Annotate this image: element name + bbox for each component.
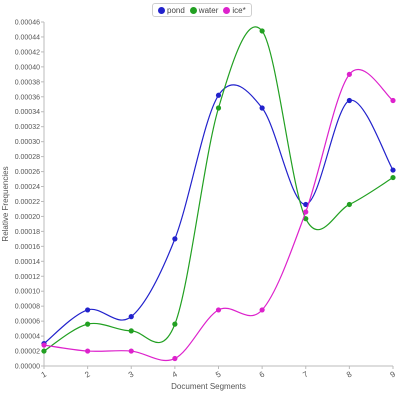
x-tick-label: 2 [83, 369, 92, 379]
y-tick-label: 0.00028 [15, 154, 40, 161]
y-tick-label: 0.00016 [15, 244, 40, 251]
y-tick-label: 0.00024 [15, 184, 40, 191]
y-tick-label: 0.00034 [15, 109, 40, 116]
y-tick-label: 0.00000 [15, 364, 40, 371]
x-tick-label: 9 [389, 369, 398, 379]
data-point-pond [172, 236, 178, 242]
data-point-pond [303, 201, 309, 208]
legend-item-pond[interactable]: pond [158, 6, 185, 15]
data-point-water [172, 321, 178, 327]
data-point-water [259, 28, 265, 34]
data-point-water [346, 201, 352, 208]
data-point-pond [259, 105, 265, 111]
y-tick-label: 0.00026 [15, 169, 40, 176]
data-point-pond [390, 167, 396, 173]
y-tick-label: 0.00012 [15, 274, 40, 281]
data-point-water [215, 105, 222, 111]
x-tick-label: 8 [345, 369, 354, 379]
x-tick-label: 3 [127, 369, 136, 379]
y-tick-label: 0.00020 [15, 214, 40, 221]
data-point-pond [215, 92, 222, 98]
x-tick-label: 1 [40, 369, 49, 379]
x-axis-title: Document Segments [171, 382, 246, 391]
x-tick-label: 4 [170, 369, 179, 379]
y-tick-label: 0.00006 [15, 319, 40, 326]
data-point-ice [259, 307, 265, 313]
series-line-water [43, 26, 394, 352]
y-tick-label: 0.00044 [15, 34, 40, 41]
y-tick-label: 0.00002 [15, 349, 40, 356]
data-point-water [41, 348, 47, 354]
data-point-ice [41, 342, 47, 348]
data-point-ice [346, 71, 352, 77]
y-tick-label: 0.00022 [15, 199, 40, 206]
data-point-ice [215, 307, 222, 313]
legend-label: pond [167, 5, 185, 15]
data-point-ice [390, 97, 396, 104]
series-line-pond [43, 84, 394, 345]
chart-legend: pond water ice* [152, 3, 252, 17]
y-tick-label: 0.00042 [15, 49, 40, 56]
y-tick-label: 0.00032 [15, 124, 40, 131]
y-tick-label: 0.00004 [15, 334, 40, 341]
x-tick-label: 6 [258, 369, 267, 379]
data-point-ice [85, 348, 91, 354]
legend-swatch [158, 6, 165, 14]
y-tick-label: 0.00038 [15, 79, 40, 86]
y-tick-label: 0.00046 [15, 20, 40, 27]
y-tick-label: 0.00010 [15, 289, 40, 296]
legend-item-water[interactable]: water [189, 5, 219, 15]
series-line-ice [43, 69, 394, 362]
x-tick-label: 5 [214, 369, 223, 379]
data-point-ice [128, 348, 134, 354]
data-point-pond [346, 97, 352, 104]
data-point-water [303, 216, 309, 222]
data-point-ice [172, 355, 178, 362]
data-point-pond [85, 307, 91, 313]
y-tick-label: 0.00014 [15, 259, 40, 266]
legend-item-ice[interactable]: ice* [223, 5, 246, 15]
y-tick-label: 0.00040 [15, 64, 40, 71]
legend-swatch [223, 6, 231, 14]
data-point-water [390, 174, 396, 181]
y-axis-title: Relative Frequencies [1, 166, 10, 241]
legend-swatch [189, 6, 197, 14]
data-point-pond [128, 314, 134, 320]
legend-label: ice* [232, 5, 246, 15]
y-tick-label: 0.00008 [15, 304, 40, 311]
data-point-water [85, 321, 91, 327]
y-tick-label: 0.00036 [15, 94, 40, 101]
legend-label: water [198, 5, 219, 15]
x-tick-label: 7 [301, 369, 310, 379]
data-point-water [128, 328, 134, 334]
y-tick-label: 0.00018 [15, 229, 40, 236]
y-tick-label: 0.00030 [15, 139, 40, 146]
data-point-ice [303, 209, 309, 215]
